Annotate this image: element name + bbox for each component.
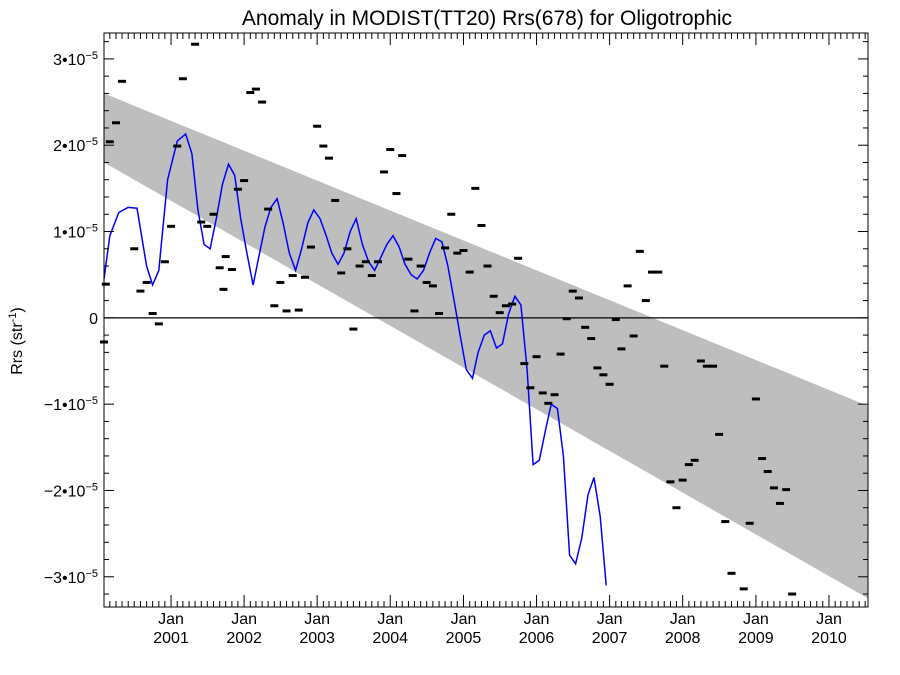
trend-band	[104, 93, 868, 599]
y-axis-label: Rrs (str-1)	[7, 307, 26, 375]
plot-frame-layer	[103, 32, 869, 608]
x-tick-month-label: Jan	[524, 611, 550, 628]
smoothed-curve-layer	[103, 132, 607, 586]
x-tick-month-label: Jan	[451, 611, 477, 628]
x-tick-month-label: Jan	[304, 611, 330, 628]
y-tick-label: 1•10−5	[53, 223, 98, 242]
y-tick-label: 3•10−5	[53, 50, 98, 69]
x-axis-ticks: Jan 2001 Jan 2002 Jan 2003 Jan 2004 Jan 2005 Jan 20…	[103, 33, 866, 647]
x-tick-year-label: 2008	[665, 630, 701, 647]
x-tick-year-label: 2009	[738, 630, 774, 647]
x-tick-month-label: Jan	[816, 611, 842, 628]
x-tick-year-label: 2003	[299, 630, 335, 647]
y-tick-label: 2•10−5	[53, 136, 98, 155]
smoothed-series-line	[103, 132, 607, 586]
x-tick-month-label: Jan	[158, 611, 184, 628]
svg-text:Rrs (str-1): Rrs (str-1)	[7, 307, 26, 375]
plot-frame	[103, 32, 869, 608]
x-tick-year-label: 2007	[592, 630, 628, 647]
observation-points-layer	[100, 42, 797, 596]
x-tick-year-label: 2006	[519, 630, 555, 647]
y-tick-label: −3•10−5	[44, 568, 98, 587]
y-axis-label-superscript: -1	[7, 313, 19, 323]
x-tick-year-label: 2010	[811, 630, 847, 647]
x-tick-month-label: Jan	[597, 611, 623, 628]
y-axis-label-suffix: )	[9, 307, 26, 312]
y-tick-label: −1•10−5	[44, 395, 98, 414]
y-tick-label: −2•10−5	[44, 481, 98, 500]
x-tick-month-label: Jan	[670, 611, 696, 628]
y-tick-label: 0	[89, 311, 98, 328]
x-tick-year-label: 2001	[153, 630, 189, 647]
trend-band-layer	[104, 93, 868, 599]
y-axis-label-text: Rrs (str	[9, 322, 26, 375]
x-tick-month-label: Jan	[743, 611, 769, 628]
y-axis-ticks: 3•10−5 2•10−5 1•10−5 0 −1•10−5 −2•10−5 −3•10−5	[44, 41, 868, 595]
x-tick-year-label: 2002	[226, 630, 262, 647]
x-tick-year-label: 2004	[372, 630, 408, 647]
x-tick-month-label: Jan	[231, 611, 257, 628]
chart-title: Anomaly in MODIST(TT20) Rrs(678) for Oli…	[242, 7, 732, 30]
x-tick-month-label: Jan	[377, 611, 403, 628]
x-tick-year-label: 2005	[446, 630, 482, 647]
